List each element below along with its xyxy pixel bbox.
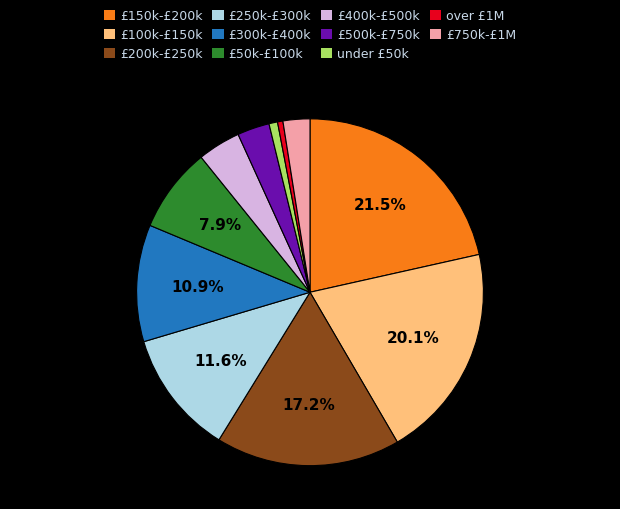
Text: 11.6%: 11.6%	[194, 354, 247, 369]
Wedge shape	[283, 120, 310, 293]
Legend: £150k-£200k, £100k-£150k, £200k-£250k, £250k-£300k, £300k-£400k, £50k-£100k, £40: £150k-£200k, £100k-£150k, £200k-£250k, £…	[100, 6, 520, 65]
Wedge shape	[201, 135, 310, 293]
Text: 17.2%: 17.2%	[282, 398, 335, 413]
Wedge shape	[144, 293, 310, 440]
Wedge shape	[136, 226, 310, 342]
Wedge shape	[310, 255, 484, 442]
Wedge shape	[219, 293, 397, 466]
Text: 20.1%: 20.1%	[387, 330, 440, 345]
Wedge shape	[238, 125, 310, 293]
Text: 7.9%: 7.9%	[199, 218, 241, 233]
Text: 21.5%: 21.5%	[354, 197, 407, 212]
Wedge shape	[278, 122, 310, 293]
Wedge shape	[310, 120, 479, 293]
Wedge shape	[150, 158, 310, 293]
Text: 10.9%: 10.9%	[171, 279, 224, 294]
Wedge shape	[269, 123, 310, 293]
